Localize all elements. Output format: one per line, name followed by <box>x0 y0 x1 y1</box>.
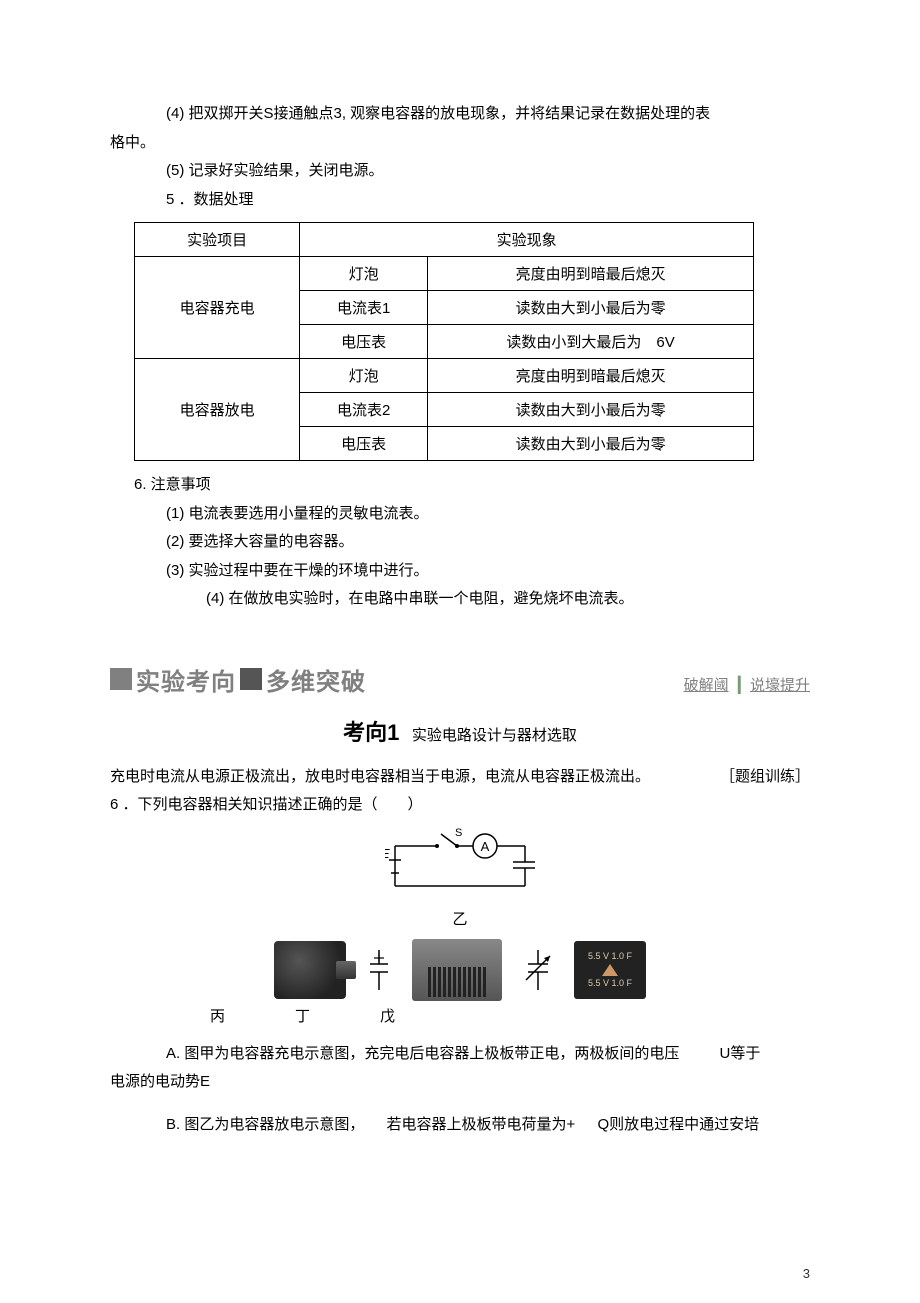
section-5-title: 5 ．数据处理 <box>110 186 810 215</box>
label-wu: 戊 <box>380 1005 395 1026</box>
cell-bright-dim: 亮度由明到暗最后熄灭 <box>428 359 754 393</box>
kaoxiang-heading: 考向1 实验电路设计与器材选取 <box>110 715 810 747</box>
option-b-line1: B. 图乙为电容器放电示意图， 若电容器上极板带电荷量为+ Q则放电过程中通过安… <box>110 1111 810 1140</box>
option-a-text1: A. 图甲为电容器充电示意图，充完电后电容器上极板带正电，两极板间的电压 <box>166 1045 679 1062</box>
cell-bright-dim: 亮度由明到暗最后熄灭 <box>428 257 754 291</box>
section-heading-left: 实验考向 多维突破 <box>110 662 366 697</box>
cell-big-small-zero: 读数由大到小最后为零 <box>428 427 754 461</box>
cell-bulb: 灯泡 <box>300 257 428 291</box>
section-heading-row: 实验考向 多维突破 破解阈 ┃ 说壕提升 <box>110 662 810 697</box>
cell-big-small-zero: 读数由大到小最后为零 <box>428 393 754 427</box>
data-table: 实验项目 实验现象 电容器充电 灯泡 亮度由明到暗最后熄灭 电流表1 读数由大到… <box>134 222 754 461</box>
note-4: (4) 在做放电实验时，在电路中串联一个电阻，避免烧坏电流表。 <box>110 585 810 614</box>
cell-ammeter1: 电流表1 <box>300 291 428 325</box>
svg-text:E: E <box>385 846 390 861</box>
circuit-diagram: A S E <box>385 826 535 904</box>
section-heading-right: 破解阈 ┃ 说壕提升 <box>684 674 810 695</box>
label-bing: 丙 <box>210 1005 225 1026</box>
note-3: (3) 实验过程中要在干燥的环境中进行。 <box>110 557 810 586</box>
label-ding: 丁 <box>295 1005 310 1026</box>
section-title-part2: 多维突破 <box>266 662 366 697</box>
cell-voltmeter: 电压表 <box>300 427 428 461</box>
option-b-text2: 若电容器上极板带电荷量为+ <box>387 1116 576 1133</box>
section-right-2: 说壕提升 <box>750 677 810 694</box>
question-6: 6 ．下列电容器相关知识描述正确的是（ ） <box>110 791 810 820</box>
cell-bulb: 灯泡 <box>300 359 428 393</box>
step-5: (5) 记录好实验结果，关闭电源。 <box>110 157 810 186</box>
square-icon <box>110 668 132 690</box>
triangle-icon <box>602 964 618 976</box>
option-a-text2: U等于 <box>720 1045 761 1062</box>
option-b-text1: B. 图乙为电容器放电示意图， <box>166 1116 364 1133</box>
kaoxiang-text: 实验电路设计与器材选取 <box>412 727 577 744</box>
table-row: 电容器充电 灯泡 亮度由明到暗最后熄灭 <box>135 257 754 291</box>
step-4-line1: (4) 把双掷开关S接通触点3, 观察电容器的放电现象，并将结果记录在数据处理的… <box>110 100 810 129</box>
cell-voltmeter: 电压表 <box>300 325 428 359</box>
battery-label: 5.5 V 1.0 F <box>588 951 632 962</box>
battery-label: 5.5 V 1.0 F <box>588 978 632 989</box>
th-item: 实验项目 <box>135 223 300 257</box>
variable-capacitor-symbol <box>520 950 556 990</box>
cell-charge: 电容器充电 <box>135 257 300 359</box>
figure-label-yi: 乙 <box>110 908 810 929</box>
battery-photo: 5.5 V 1.0 F 5.5 V 1.0 F <box>574 941 646 999</box>
option-a-line1: A. 图甲为电容器充电示意图，充完电后电容器上极板带正电，两极板间的电压 U等于 <box>110 1040 810 1069</box>
option-a-line2: 电源的电动势E <box>110 1068 810 1097</box>
photo-labels-row: 丙 丁 戊 <box>210 1005 810 1026</box>
section-title-part1: 实验考向 <box>136 662 236 697</box>
cell-small-big-6v: 读数由小到大最后为 6V <box>428 325 754 359</box>
capacitor-symbol <box>364 950 394 990</box>
component-photos-row: 5.5 V 1.0 F 5.5 V 1.0 F <box>110 939 810 1001</box>
svg-text:S: S <box>455 827 462 839</box>
note-1: (1) 电流表要选用小量程的灵敏电流表。 <box>110 500 810 529</box>
step-4-line2: 格中。 <box>110 129 810 158</box>
svg-text:A: A <box>481 839 490 854</box>
cell-big-small-zero: 读数由大到小最后为零 <box>428 291 754 325</box>
note-2: (2) 要选择大容量的电容器。 <box>110 528 810 557</box>
divider-icon: ┃ <box>735 677 744 694</box>
variable-capacitor-photo <box>412 939 502 1001</box>
section-6-title: 6. 注意事项 <box>110 471 810 500</box>
capacitor-photo <box>274 941 346 999</box>
section-right-1: 破解阈 <box>684 677 729 694</box>
table-row: 电容器放电 灯泡 亮度由明到暗最后熄灭 <box>135 359 754 393</box>
th-phenomenon: 实验现象 <box>300 223 754 257</box>
intro-tag: ［题组训练］ <box>720 763 810 792</box>
square-icon <box>240 668 262 690</box>
cell-discharge: 电容器放电 <box>135 359 300 461</box>
page-number: 3 <box>803 1266 810 1281</box>
option-b-text3: Q则放电过程中通过安培 <box>597 1116 759 1133</box>
table-header-row: 实验项目 实验现象 <box>135 223 754 257</box>
cell-ammeter2: 电流表2 <box>300 393 428 427</box>
intro-line: 充电时电流从电源正极流出，放电时电容器相当于电源，电流从电容器正极流出。 ［题组… <box>110 763 810 792</box>
circuit-figure-row: A S E <box>110 826 810 904</box>
intro-text: 充电时电流从电源正极流出，放电时电容器相当于电源，电流从电容器正极流出。 <box>110 768 650 785</box>
kaoxiang-number: 考向1 <box>343 720 399 745</box>
